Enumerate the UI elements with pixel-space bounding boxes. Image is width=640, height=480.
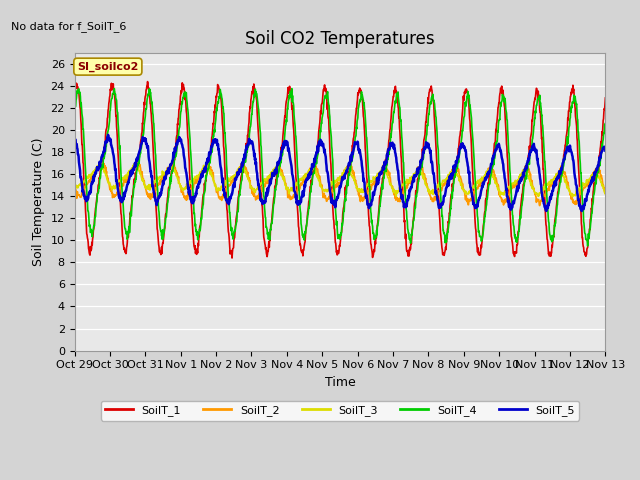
X-axis label: Time: Time [324, 376, 355, 389]
Legend: SoilT_1, SoilT_2, SoilT_3, SoilT_4, SoilT_5: SoilT_1, SoilT_2, SoilT_3, SoilT_4, Soil… [100, 401, 579, 420]
Y-axis label: Soil Temperature (C): Soil Temperature (C) [32, 137, 45, 266]
Title: Soil CO2 Temperatures: Soil CO2 Temperatures [245, 30, 435, 48]
Text: No data for f_SoilT_6: No data for f_SoilT_6 [11, 21, 126, 32]
Text: SI_soilco2: SI_soilco2 [77, 61, 138, 72]
